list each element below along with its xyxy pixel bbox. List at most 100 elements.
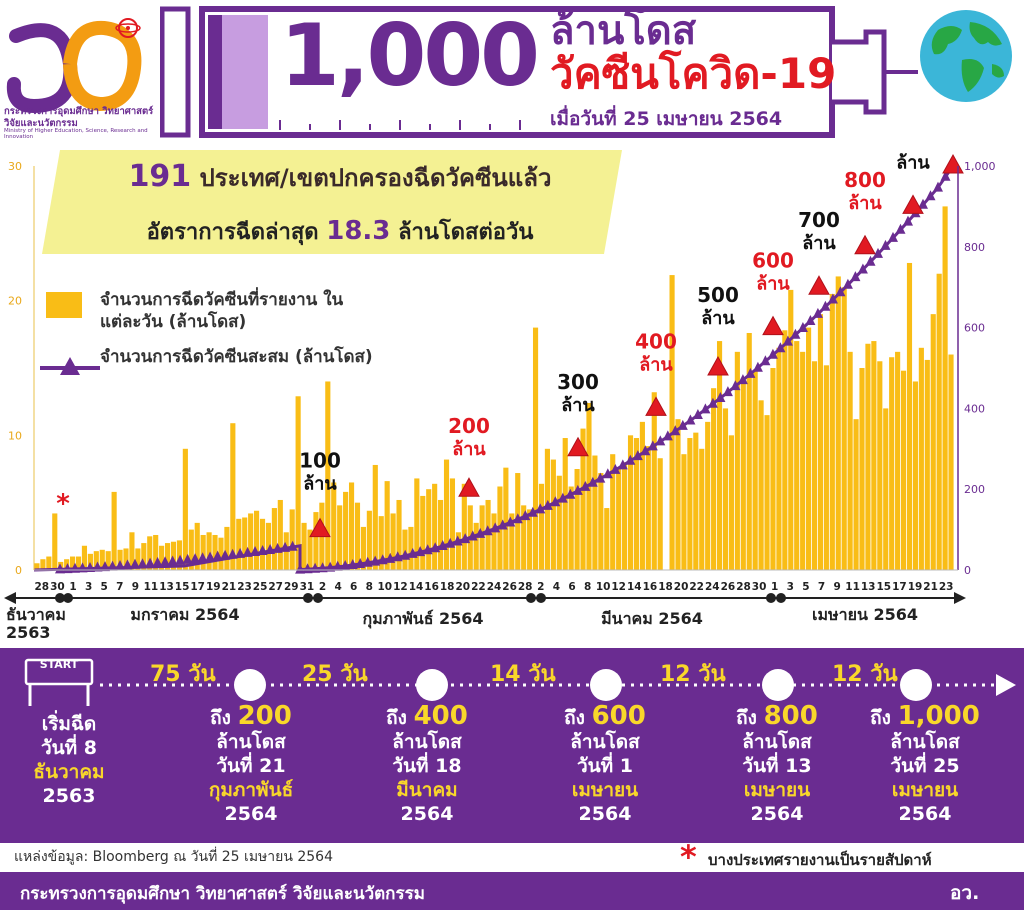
daily-bar: [432, 483, 438, 570]
cumulative-marker: [700, 403, 711, 414]
daily-bar: [948, 354, 954, 570]
cumulative-marker: [782, 335, 793, 346]
cumulative-marker: [535, 503, 546, 514]
cumulative-marker: [850, 271, 861, 282]
milestone-month: เมษายน: [571, 779, 639, 801]
milestone-unit: ล้านโดส: [742, 731, 812, 753]
cumulative-marker: [797, 322, 808, 332]
cumulative-marker: [692, 409, 703, 419]
cumulative-marker: [677, 419, 688, 430]
daily-bar: [728, 435, 734, 570]
month-boundary-dot: [313, 593, 323, 603]
cumulative-marker: [497, 519, 508, 530]
daily-bar: [348, 482, 355, 570]
daily-bar: [657, 458, 663, 570]
x-tick-label: 15: [876, 581, 891, 593]
cumulative-marker: [903, 215, 913, 226]
daily-bar: [746, 332, 752, 570]
daily-bar: [788, 289, 794, 570]
x-tick-label: 24: [487, 581, 502, 593]
cumulative-marker: [122, 559, 133, 570]
x-tick-label: 31: [300, 581, 315, 593]
legend-bar-swatch: [46, 292, 82, 318]
daily-bar: [188, 529, 194, 570]
cumulative-marker: [302, 563, 313, 574]
milestone-value-label: 100: [299, 449, 341, 473]
daily-bar: [301, 522, 307, 570]
daily-bar: [147, 536, 153, 570]
x-tick-label: 18: [440, 581, 455, 593]
x-tick-label: 10: [377, 581, 392, 593]
cumulative-marker: [842, 278, 853, 289]
daily-bar: [307, 529, 313, 570]
cumulative-marker: [760, 355, 771, 366]
x-tick-label: 30: [50, 581, 65, 593]
x-tick-label: 12: [393, 581, 408, 593]
daily-bar: [532, 327, 539, 570]
cumulative-marker: [715, 392, 726, 402]
month-axis-right-arrow: [954, 592, 966, 604]
cumulative-marker: [640, 445, 651, 456]
milestone-year: 2564: [400, 803, 454, 825]
note-star: *: [680, 838, 697, 876]
cumulative-marker: [107, 560, 118, 571]
footer-ministry: กระทรวงการอุดมศึกษา วิทยาศาสตร์ วิจัยและ…: [20, 884, 425, 904]
daily-bar: [835, 276, 841, 570]
milestone-marker: [645, 396, 667, 416]
milestone-value: 200: [237, 701, 292, 731]
daily-bar: [360, 526, 366, 570]
daily-bar: [473, 522, 479, 570]
daily-bar: [366, 510, 372, 570]
x-tick-label: 11: [845, 581, 860, 593]
daily-bar: [75, 556, 82, 570]
daily-bars: [34, 206, 954, 570]
gap-days-5: 12 วัน: [832, 662, 898, 687]
x-tick-label: 26: [721, 581, 736, 593]
milestone-unit-label: ล้าน: [896, 152, 930, 173]
cumulative-marker: [873, 247, 883, 258]
daily-bar: [123, 548, 129, 570]
daily-bar: [794, 341, 800, 570]
milestone-unit: ล้านโดส: [890, 731, 960, 753]
ministry-logo: [6, 18, 142, 114]
right-axis-tick: 800: [964, 241, 985, 254]
daily-bar: [912, 381, 918, 570]
cumulative-marker: [655, 435, 666, 446]
month-boundary-dot: [55, 593, 65, 603]
milestone-value-label: 200: [448, 414, 490, 438]
cumulative-marker: [940, 170, 951, 181]
cumulative-marker: [92, 561, 103, 572]
timeline-circle-600: [590, 669, 622, 701]
daily-bar: [182, 448, 188, 570]
daily-bar: [645, 446, 651, 570]
cumulative-marker: [527, 506, 538, 517]
cumulative-marker: [340, 560, 351, 570]
milestone-month: กุมภาพันธ์: [208, 779, 294, 801]
x-tick-label: 2: [537, 581, 544, 593]
x-tick-label: 5: [101, 581, 108, 593]
daily-bar: [550, 459, 556, 570]
cumulative-marker: [662, 430, 673, 441]
rate-value: 18.3: [326, 216, 391, 246]
title-number: 1,000: [280, 6, 540, 106]
daily-bar: [396, 499, 402, 570]
cumulative-marker: [888, 231, 898, 242]
milestone-heading: ถึง 400: [362, 703, 492, 730]
cumulative-marker: [460, 533, 471, 544]
x-tick-label: 8: [366, 581, 373, 593]
cumulative-marker: [257, 545, 268, 555]
daily-bar: [752, 370, 758, 570]
cumulative-marker: [160, 556, 171, 567]
x-tick-label: 24: [705, 581, 720, 593]
x-tick-label: 23: [237, 581, 252, 593]
daily-bar: [141, 543, 147, 570]
daily-bar: [438, 499, 444, 570]
milestone-value-label: 700: [798, 208, 840, 232]
daily-bar: [206, 532, 212, 570]
x-tick-label: 28: [518, 581, 533, 593]
daily-bar: [295, 396, 301, 570]
cumulative-marker: [137, 558, 148, 569]
x-tick-label: 7: [116, 581, 123, 593]
cumulative-line: 100ล้าน200ล้าน300ล้าน400ล้าน500ล้าน600ล้…: [33, 150, 964, 574]
